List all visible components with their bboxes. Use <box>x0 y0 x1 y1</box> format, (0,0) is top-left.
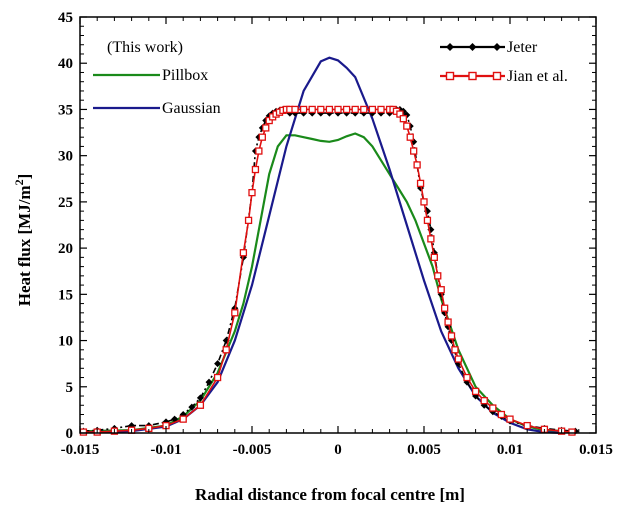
data-point-jian-et-al <box>568 428 576 436</box>
data-point-jian-et-al <box>244 216 253 225</box>
data-point-jian-et-al <box>231 309 239 317</box>
data-point-jian-et-al <box>179 415 187 423</box>
data-point-jian-et-al <box>325 105 334 114</box>
data-point-jian-et-al <box>430 253 438 262</box>
y-tick-label: 10 <box>58 334 73 350</box>
data-point-jian-et-al <box>368 105 377 114</box>
data-point-jian-et-al <box>447 332 456 340</box>
y-tick-label: 25 <box>58 195 73 211</box>
data-point-jeter <box>188 403 196 411</box>
data-point-jian-et-al <box>308 105 316 114</box>
data-point-jian-et-al <box>413 161 421 169</box>
data-point-jian-et-al <box>489 404 497 412</box>
data-point-jian-et-al <box>437 286 445 294</box>
data-point-jian-et-al <box>399 115 408 123</box>
data-point-jeter <box>214 360 222 368</box>
x-tick-label: 0.005 <box>407 442 441 458</box>
data-point-jian-et-al <box>213 373 222 382</box>
data-point-jian-et-al <box>299 105 308 114</box>
legend-marker-jeter <box>468 43 477 51</box>
legend-label-pillbox: Pillbox <box>162 67 208 84</box>
y-tick-label: 40 <box>58 56 73 72</box>
legend-label-jeter: Jeter <box>507 39 538 56</box>
legend-marker-jeter <box>493 43 501 51</box>
y-tick-label: 20 <box>58 241 73 257</box>
x-axis-title: Radial distance from focal centre [m] <box>195 485 465 504</box>
data-point-jian-et-al <box>434 272 442 280</box>
data-point-jian-et-al <box>440 304 449 312</box>
y-tick-label: 0 <box>66 426 74 442</box>
data-point-jian-et-al <box>360 105 368 114</box>
data-point-jian-et-al <box>258 133 266 141</box>
data-point-jian-et-al <box>423 216 432 225</box>
legend-label-jian-et-al: Jian et al. <box>507 68 568 85</box>
data-point-jian-et-al <box>196 401 205 409</box>
x-tick-label: -0.01 <box>150 442 181 458</box>
x-tick-label: 0 <box>334 442 342 458</box>
y-axis-title-main: Heat flux [MJ/m <box>15 185 34 306</box>
data-point-jian-et-al <box>222 346 230 354</box>
y-tick-label: 5 <box>66 380 74 396</box>
x-tick-label: 0.015 <box>579 442 613 458</box>
series-line-jian-et-al <box>83 108 572 433</box>
data-point-jian-et-al <box>416 179 425 188</box>
data-point-jian-et-al <box>334 105 342 114</box>
plot-area <box>79 56 579 436</box>
x-tick-label: -0.005 <box>233 442 272 458</box>
data-point-jian-et-al <box>427 235 435 243</box>
data-point-jian-et-al <box>248 188 256 197</box>
data-point-jian-et-al <box>506 415 514 423</box>
legend-marker-jeter <box>446 43 454 51</box>
y-tick-label: 15 <box>58 287 73 303</box>
data-point-jian-et-al <box>79 428 88 436</box>
data-point-jian-et-al <box>351 105 359 114</box>
data-point-jian-et-al <box>463 373 471 382</box>
data-point-jian-et-al <box>454 355 463 363</box>
data-point-jian-et-al <box>342 105 351 114</box>
data-point-jian-et-al <box>444 318 452 326</box>
data-point-jian-et-al <box>255 147 263 155</box>
legend-marker-jian-et-al <box>468 71 477 81</box>
legend-header: (This work) <box>107 39 183 56</box>
y-tick-label: 45 <box>58 10 73 26</box>
legend-marker-jian-et-al <box>492 71 502 81</box>
series-line-pillbox <box>83 132 571 433</box>
data-point-jian-et-al <box>406 133 414 141</box>
legend-marker-jian-et-al <box>445 71 455 81</box>
data-point-jian-et-al <box>451 346 459 354</box>
y-tick-label: 35 <box>58 102 73 118</box>
data-point-jian-et-al <box>377 105 385 114</box>
data-point-jian-et-al <box>410 147 418 155</box>
data-point-jian-et-al <box>291 105 299 114</box>
data-point-jian-et-al <box>403 122 411 130</box>
data-point-jeter <box>196 394 204 402</box>
series-line-jeter <box>83 108 576 432</box>
data-point-jian-et-al <box>471 387 480 396</box>
data-point-jian-et-al <box>523 421 531 430</box>
data-point-jian-et-al <box>251 165 260 174</box>
axes: -0.015 -0.01 -0.005 0 0.005 0.01 0.015 0 5 10 15 20… <box>58 10 613 458</box>
y-axis-title: Heat flux [MJ/m2] <box>12 174 34 307</box>
data-point-jian-et-al <box>497 410 506 419</box>
y-tick-label: 30 <box>58 149 73 165</box>
y-axis-title-sup: 2 <box>12 179 26 185</box>
legend: (This work) Pillbox Gaussian Jeter Jian et … <box>93 39 568 117</box>
legend-label-gaussian: Gaussian <box>162 100 221 117</box>
x-tick-label: -0.015 <box>61 442 100 458</box>
data-point-jian-et-al <box>420 198 428 206</box>
data-point-jian-et-al <box>317 105 325 114</box>
data-point-jian-et-al <box>262 124 270 132</box>
y-axis-title-end: ] <box>15 174 34 180</box>
data-point-jeter <box>205 378 213 386</box>
x-tick-label: 0.01 <box>497 442 523 458</box>
data-point-jian-et-al <box>480 396 488 405</box>
data-point-jian-et-al <box>239 249 248 257</box>
